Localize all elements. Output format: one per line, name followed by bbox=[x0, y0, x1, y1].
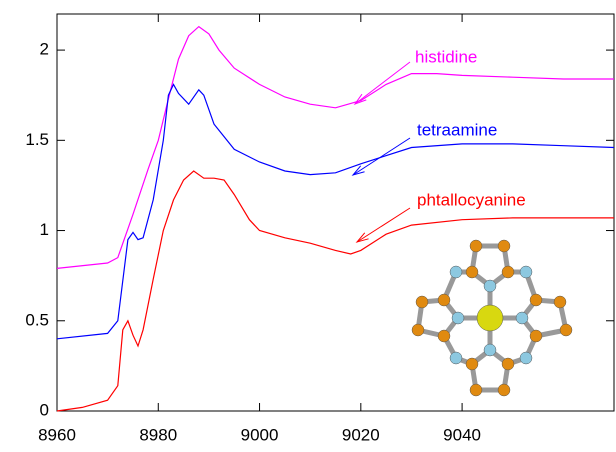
series-line bbox=[57, 27, 614, 269]
x-tick-label: 9000 bbox=[241, 425, 279, 444]
x-tick-label: 8960 bbox=[38, 425, 76, 444]
arrow-line bbox=[357, 208, 410, 242]
arrow-head bbox=[353, 166, 365, 175]
x-tick-label: 9020 bbox=[342, 425, 380, 444]
y-tick-label: 1.5 bbox=[25, 130, 49, 149]
series-label: histidine bbox=[415, 47, 477, 66]
series-label: phtallocyanine bbox=[417, 190, 526, 209]
page: 0 0.5 1 1.5 2 8960 8980 9000 9020 9040 histidine te… bbox=[0, 0, 616, 452]
chart: 0 0.5 1 1.5 2 8960 8980 9000 9020 9040 histidine te… bbox=[0, 0, 616, 447]
molecule-atoms bbox=[412, 240, 572, 396]
y-tick-label: 0.5 bbox=[25, 310, 49, 329]
x-tick-label: 8980 bbox=[139, 425, 177, 444]
y-tick-label: 0 bbox=[40, 400, 49, 419]
series-label: tetraamine bbox=[417, 120, 497, 139]
y-tick-label: 1 bbox=[40, 220, 49, 239]
y-tick-label: 2 bbox=[40, 40, 49, 59]
arrow-line bbox=[355, 62, 410, 104]
x-tick-label: 9040 bbox=[443, 425, 481, 444]
arrow-line bbox=[353, 138, 410, 175]
arrow-head bbox=[357, 233, 369, 242]
